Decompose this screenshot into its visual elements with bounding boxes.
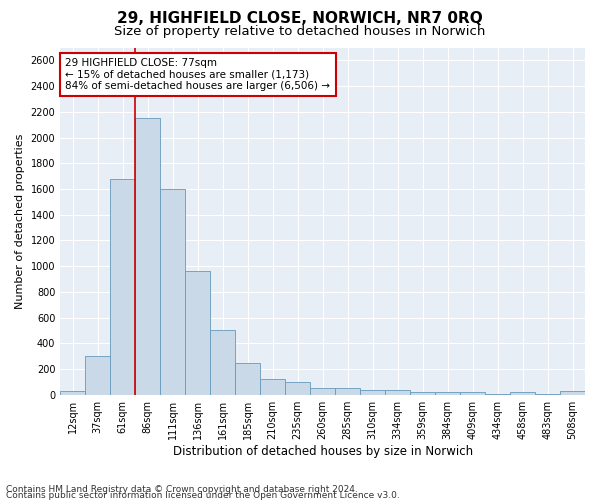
Bar [60,392,85,394]
Text: Size of property relative to detached houses in Norwich: Size of property relative to detached ho… [115,25,485,38]
Bar [135,118,160,394]
Bar [335,388,360,394]
Bar [435,392,460,394]
Bar [360,390,385,394]
Bar [185,272,210,394]
Text: Contains HM Land Registry data © Crown copyright and database right 2024.: Contains HM Land Registry data © Crown c… [6,485,358,494]
Y-axis label: Number of detached properties: Number of detached properties [15,134,25,309]
X-axis label: Distribution of detached houses by size in Norwich: Distribution of detached houses by size … [173,444,473,458]
Bar [310,388,335,394]
Bar [260,380,285,394]
Bar [210,330,235,394]
Bar [410,392,435,394]
Bar [385,390,410,394]
Bar [460,392,485,394]
Bar [160,189,185,394]
Bar [510,392,535,394]
Text: 29, HIGHFIELD CLOSE, NORWICH, NR7 0RQ: 29, HIGHFIELD CLOSE, NORWICH, NR7 0RQ [117,11,483,26]
Bar [110,180,135,394]
Bar [85,356,110,395]
Bar [235,362,260,394]
Bar [560,392,585,394]
Bar [285,382,310,394]
Text: Contains public sector information licensed under the Open Government Licence v3: Contains public sector information licen… [6,491,400,500]
Text: 29 HIGHFIELD CLOSE: 77sqm
← 15% of detached houses are smaller (1,173)
84% of se: 29 HIGHFIELD CLOSE: 77sqm ← 15% of detac… [65,58,331,91]
